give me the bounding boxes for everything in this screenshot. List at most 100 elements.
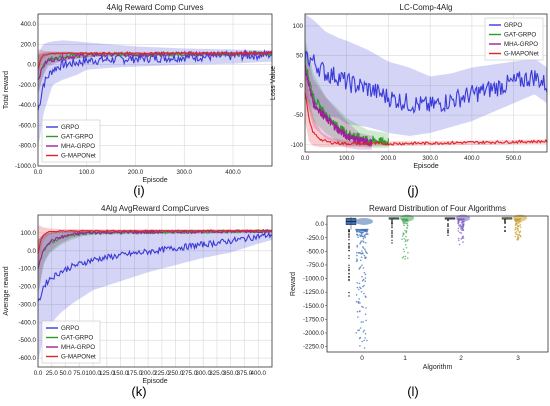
data-point: [361, 264, 363, 267]
outlier-point: [447, 223, 449, 225]
x-tick-label: 3: [516, 355, 520, 362]
panel-reward-distribution: 0 1 2 3 0.0 -250.0 -500.0 -750.0 -1000.0 -1250.0 -…: [290, 204, 549, 371]
data-point: [516, 221, 518, 223]
data-point: [362, 331, 365, 333]
data-point: [358, 298, 360, 300]
legend-label: MHA-GRPO: [504, 41, 538, 48]
y-axis-label: Average reward: [3, 266, 10, 315]
x-axis-label: Episode: [142, 177, 167, 184]
x-axis-label: Episode: [413, 163, 438, 170]
outlier-point: [348, 264, 350, 266]
data-point: [359, 235, 362, 238]
y-axis-label: Total reward: [3, 71, 10, 109]
x-tick-label: 125.0: [99, 370, 115, 377]
x-tick-label: 2: [459, 355, 463, 362]
y-tick-label: -1000.0: [15, 163, 37, 170]
data-point: [364, 230, 366, 232]
outlier-point: [447, 219, 449, 222]
legend-label: GRPO: [61, 325, 79, 332]
data-point: [359, 327, 362, 329]
data-point: [457, 223, 460, 225]
data-point: [517, 237, 520, 240]
data-point: [364, 248, 366, 250]
data-point: [365, 232, 368, 234]
data-point: [518, 222, 520, 224]
outlier-point: [348, 279, 350, 281]
y-tick-label: 200.0: [21, 41, 37, 48]
y-tick-label: 0: [300, 82, 304, 89]
data-point: [460, 238, 463, 240]
chart-title: LC-Comp-4Alg: [400, 3, 453, 12]
y-tick-label: -300.0: [18, 301, 36, 308]
data-point: [359, 345, 361, 347]
data-point: [457, 237, 460, 240]
series-line-g-maponet: [37, 51, 273, 70]
y-tick-label: 50: [296, 53, 303, 60]
data-point: [358, 337, 361, 340]
data-point: [460, 228, 462, 230]
x-tick-label: 100.0: [339, 155, 355, 162]
data-point: [362, 267, 365, 269]
data-point: [405, 246, 408, 249]
y-tick-label: -100: [291, 142, 304, 149]
x-tick-label: 100.0: [85, 370, 101, 377]
data-point: [365, 307, 367, 309]
data-point: [361, 235, 364, 238]
data-point: [403, 250, 406, 253]
legend-label: G-MAPONet: [61, 153, 96, 160]
data-point: [406, 240, 409, 242]
data-point: [519, 231, 521, 234]
data-point: [355, 332, 358, 334]
series-line-mha-grpo: [304, 64, 373, 147]
data-point: [357, 252, 360, 254]
data-point: [358, 228, 360, 231]
y-tick-label: 100: [293, 23, 304, 30]
x-tick-label: 300.0: [195, 370, 211, 377]
outlier-point: [391, 234, 393, 236]
data-point: [359, 267, 361, 269]
data-point: [364, 250, 367, 252]
x-tick-label: 275.0: [182, 370, 198, 377]
data-point: [357, 301, 360, 303]
data-point: [403, 237, 406, 240]
data-point: [359, 242, 361, 245]
data-point: [356, 230, 358, 233]
data-point: [366, 230, 369, 233]
chart-title: Reward Distribution of Four Algorithms: [369, 204, 506, 213]
outlier-point: [348, 272, 350, 275]
data-point: [357, 234, 359, 237]
x-tick-label: 225.0: [154, 370, 170, 377]
data-point: [516, 235, 519, 237]
outlier-point: [447, 228, 449, 230]
x-tick-label: 0.0: [34, 169, 43, 176]
data-point: [362, 285, 364, 288]
data-point: [364, 235, 366, 238]
legend-label: GAT-GRPO: [61, 134, 93, 141]
data-point: [364, 277, 367, 279]
outlier-point: [447, 232, 449, 234]
data-point: [460, 225, 463, 228]
data-point: [365, 319, 367, 322]
x-tick-label: 200.0: [128, 169, 144, 176]
data-point: [514, 226, 517, 229]
x-tick-label: 100.0: [79, 169, 95, 176]
data-point: [404, 258, 406, 260]
outlier-point: [391, 221, 393, 223]
data-point: [458, 224, 460, 227]
data-point: [360, 290, 363, 293]
outlier-point: [447, 231, 449, 233]
panel-reward-curves: 0.0 100.0 200.0 300.0 400.0 -1000.0 -800.0 -600…: [3, 3, 273, 184]
x-tick-label: 75.0: [73, 370, 86, 377]
panel-letters: (i) (j) (k) (l): [131, 183, 418, 399]
x-tick-label: 300.0: [177, 169, 193, 176]
outlier-point: [391, 236, 393, 238]
data-point: [461, 224, 464, 226]
data-point: [405, 239, 407, 241]
panel-letter-j: (j): [407, 183, 419, 198]
outlier-point: [348, 291, 350, 294]
data-point: [363, 292, 365, 295]
outlier-point: [348, 255, 350, 257]
data-point: [517, 225, 519, 227]
